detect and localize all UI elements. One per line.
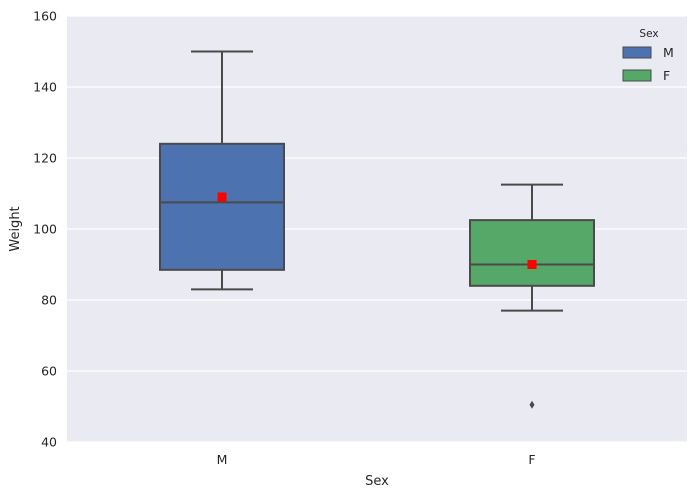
box-series [159, 50, 595, 409]
y-tick-label: 120 [33, 151, 57, 166]
legend-swatch-F [622, 69, 652, 82]
x-tick-label: M [217, 452, 228, 467]
box-iqr [159, 142, 285, 271]
legend-swatch-M [622, 46, 652, 59]
box-group-F [469, 183, 595, 409]
y-tick-label: 40 [41, 435, 57, 450]
y-tick-label: 160 [33, 9, 57, 24]
y-axis-ticks: 40 60 80 100 120 140 160 [33, 9, 57, 450]
box-iqr [469, 219, 595, 287]
mean-marker [527, 260, 537, 269]
legend: Sex MF [622, 28, 674, 83]
outlier-marker [529, 400, 535, 409]
mean-marker [217, 192, 227, 202]
y-tick-label: 140 [33, 80, 57, 95]
y-tick-label: 60 [41, 364, 57, 379]
legend-label-M: M [663, 45, 674, 60]
y-axis-title: Weight [8, 206, 23, 251]
legend-title: Sex [639, 28, 658, 40]
legend-label-F: F [663, 68, 670, 83]
y-tick-label: 100 [33, 222, 57, 237]
box-group-M [159, 50, 285, 291]
x-axis-title: Sex [365, 474, 389, 489]
x-tick-label: F [528, 452, 535, 467]
y-tick-label: 80 [41, 293, 57, 308]
